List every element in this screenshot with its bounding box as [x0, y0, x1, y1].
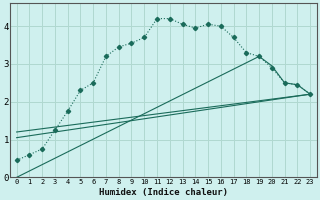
- X-axis label: Humidex (Indice chaleur): Humidex (Indice chaleur): [99, 188, 228, 197]
